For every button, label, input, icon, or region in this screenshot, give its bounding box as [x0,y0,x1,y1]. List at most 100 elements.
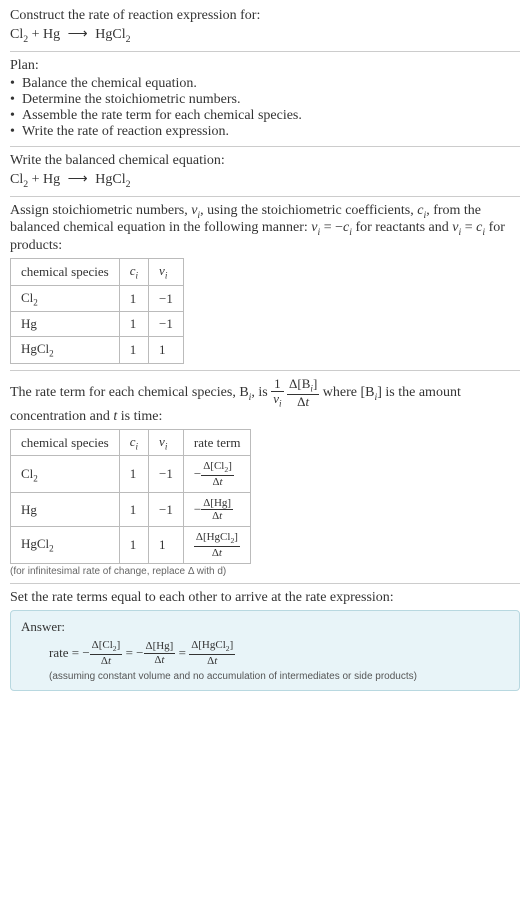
product-1-sub: 2 [126,34,131,45]
species-cell: Hg [11,493,120,527]
species-cell: HgCl2 [11,337,120,364]
frac-den: Δt [201,476,234,488]
stoich-table-2: chemical species ci νi rate term Cl2 1 −… [10,429,251,564]
plan-item-2: Determine the stoichiometric numbers. [22,92,241,108]
bullet-mark: • [10,124,22,140]
assign-text-1: Assign stoichiometric numbers, [10,203,191,218]
divider-1 [10,51,520,52]
c-header-sub: i [136,271,139,281]
frac-den-nu: νi [271,392,283,409]
plan-title: Plan: [10,58,520,74]
frac-num: Δ[Hg] [201,497,233,510]
plan-item-3: Assemble the rate term for each chemical… [22,108,302,124]
prompt-text: Construct the rate of reaction expressio… [10,8,520,24]
species-sub: 2 [33,473,38,483]
t: t [161,654,164,666]
top-close: ] [234,531,238,543]
dB-close: ] [313,376,317,391]
t: t [108,655,111,667]
col-nu: νi [149,259,184,286]
frac-num: Δ[Cl2] [201,460,234,476]
species-cell: HgCl2 [11,527,120,564]
species-sub: 2 [49,544,54,554]
frac-den: Δt [201,510,233,522]
table-row: HgCl2 1 1 [11,337,184,364]
product-1-sub: 2 [126,179,131,190]
t: t [214,655,217,667]
col-rate: rate term [183,429,251,456]
plan-item-1: Balance the chemical equation. [22,76,197,92]
nu-header-sub: i [165,441,168,451]
t: t [219,547,222,559]
t: t [306,394,310,409]
frac-den: Δt [189,655,235,667]
top: Δ[Cl [203,460,224,472]
answer-expression: rate = − Δ[Cl2] Δt = − Δ[Hg] Δt = Δ[HgCl… [21,639,509,667]
species-text: Cl [21,290,33,305]
nu-sub: i [279,399,282,409]
divider-3 [10,196,520,197]
table-row: Hg 1 −1 [11,312,184,337]
bullet-mark: • [10,108,22,124]
product-1: HgCl [95,172,125,187]
reactant-2: Hg [43,172,60,187]
t: t [220,476,223,488]
species-text: HgCl [21,341,49,356]
dB-top: Δ[B [289,376,310,391]
col-species: chemical species [11,429,120,456]
c-header-sub: i [136,441,139,451]
table-row: Cl2 1 −1 − Δ[Cl2] Δt [11,456,251,493]
top: Δ[Cl [92,639,113,651]
frac-num: Δ[HgCl2] [189,639,235,655]
species-cell: Cl2 [11,456,120,493]
top-close: ] [230,639,234,651]
rate-term-paragraph: The rate term for each chemical species,… [10,377,520,425]
nu-header-sub: i [165,271,168,281]
c-cell: 1 [119,456,148,493]
plan-item-4: Write the rate of reaction expression. [22,124,229,140]
rate-eq: rate = [49,645,82,660]
top: Δ[HgCl [196,531,231,543]
rel2b: = [461,220,476,235]
assign-paragraph: Assign stoichiometric numbers, νi, using… [10,203,520,255]
table-row: chemical species ci νi rate term [11,429,251,456]
frac-den: Δt [194,547,240,559]
c-cell: 1 [119,285,148,312]
rel1b: = − [320,220,343,235]
plus-2: + [28,172,43,187]
frac-num-1: 1 [271,377,283,392]
t: t [219,510,222,522]
divider-4 [10,370,520,371]
table-row: HgCl2 1 1 Δ[HgCl2] Δt [11,527,251,564]
answer-note: (assuming constant volume and no accumul… [21,671,509,682]
col-c: ci [119,429,148,456]
product-1: HgCl [95,27,125,42]
frac-dB-dt: Δ[Bi] Δt [287,377,319,409]
neg-1: − [82,645,89,660]
final-title: Set the rate terms equal to each other t… [10,590,520,606]
divider-5 [10,583,520,584]
col-nu: νi [149,429,184,456]
c-cell: 1 [119,312,148,337]
rate-frac: Δ[Hg] Δt [201,497,233,522]
c-cell: 1 [119,493,148,527]
answer-label: Answer: [21,619,509,635]
eq-1: = [122,645,136,660]
species-text: HgCl [21,536,49,551]
assign-text-2: , using the stoichiometric coefficients, [200,203,417,218]
c-cell: 1 [119,527,148,564]
bullet-mark: • [10,76,22,92]
neg-2: − [136,645,143,660]
rt-t5: is time: [117,409,162,424]
arrow-2: ⟶ [68,171,88,188]
stoich-table-1: chemical species ci νi Cl2 1 −1 Hg 1 −1 … [10,258,184,364]
equation-balanced: Cl2 + Hg ⟶ HgCl2 [10,171,520,190]
top: Δ[HgCl [191,639,226,651]
frac-num: Δ[HgCl2] [194,531,240,547]
ans-frac-1: Δ[Cl2] Δt [90,639,123,667]
reactant-2: Hg [43,27,60,42]
table-row: Hg 1 −1 − Δ[Hg] Δt [11,493,251,527]
neg-sign: − [194,502,201,517]
species-cell: Cl2 [11,285,120,312]
infinitesimal-note: (for infinitesimal rate of change, repla… [10,566,520,577]
